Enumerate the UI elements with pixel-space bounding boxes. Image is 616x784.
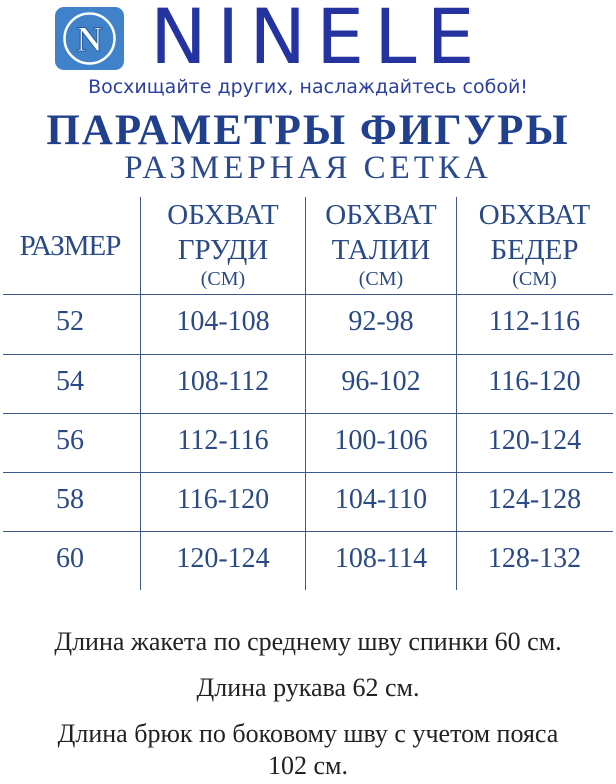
measurement-cell: 92-98 xyxy=(348,306,414,337)
column-divider xyxy=(140,197,141,590)
measurement-cell: 112-116 xyxy=(488,306,581,337)
note-trousers-length-value: 102 см. xyxy=(268,751,348,780)
header-unit: (СМ) xyxy=(200,268,246,290)
measurement-cell: 108-114 xyxy=(334,543,428,574)
svg-text:N: N xyxy=(77,19,103,59)
size-cell: 58 xyxy=(56,484,84,515)
header-size: РАЗМЕР xyxy=(19,230,122,262)
header-unit: (СМ) xyxy=(358,268,404,290)
header-line: ТАЛИИ xyxy=(331,234,431,266)
page-subtitle: РАЗМЕРНАЯ СЕТКА xyxy=(124,150,492,186)
size-cell: 54 xyxy=(56,366,84,397)
row-divider xyxy=(3,294,613,295)
note-trousers-length: Длина брюк по боковому шву с учетом пояс… xyxy=(57,719,559,748)
measurement-cell: 120-124 xyxy=(487,425,582,456)
measurement-cell: 124-128 xyxy=(487,484,582,515)
size-cell: 60 xyxy=(56,543,84,574)
measurement-cell: 112-116 xyxy=(177,425,269,456)
note-jacket-length: Длина жакета по среднему шву спинки 60 с… xyxy=(54,627,562,656)
row-divider xyxy=(3,531,613,532)
measurement-cell: 108-112 xyxy=(176,366,270,397)
header-line: ОБХВАТ xyxy=(325,199,437,231)
row-divider xyxy=(3,413,613,414)
measurement-cell: 116-120 xyxy=(176,484,270,515)
header-line: ГРУДИ xyxy=(177,234,269,266)
logo-icon: N xyxy=(55,7,124,70)
column-divider xyxy=(305,197,306,590)
row-divider xyxy=(3,472,613,473)
measurement-cell: 104-110 xyxy=(334,484,428,515)
brand-logo-text: NINELE xyxy=(150,0,485,81)
size-cell: 52 xyxy=(56,306,84,337)
measurement-cell: 120-124 xyxy=(176,543,270,574)
measurement-cell: 96-102 xyxy=(341,366,421,397)
header-chest: ОБХВАТ ГРУДИ (СМ) xyxy=(141,198,305,290)
header-waist: ОБХВАТ ТАЛИИ (СМ) xyxy=(306,198,456,290)
measurement-cell: 128-132 xyxy=(487,543,582,574)
page-title: ПАРАМЕТРЫ ФИГУРЫ xyxy=(46,107,570,154)
slogan: Восхищайте других, наслаждайтесь собой! xyxy=(88,76,528,98)
note-sleeve-length: Длина рукава 62 см. xyxy=(196,673,420,702)
row-divider xyxy=(3,354,613,355)
measurement-cell: 100-106 xyxy=(334,425,428,456)
measurement-cell: 104-108 xyxy=(176,306,270,337)
measurement-cell: 116-120 xyxy=(488,366,581,397)
header-line: БЕДЕР xyxy=(490,234,579,266)
column-divider xyxy=(456,197,457,590)
size-cell: 56 xyxy=(56,425,84,456)
header-unit: (СМ) xyxy=(512,268,557,290)
header-line: ОБХВАТ xyxy=(167,199,279,231)
header-hips: ОБХВАТ БЕДЕР (СМ) xyxy=(457,198,612,290)
header-line: ОБХВАТ xyxy=(478,199,591,231)
